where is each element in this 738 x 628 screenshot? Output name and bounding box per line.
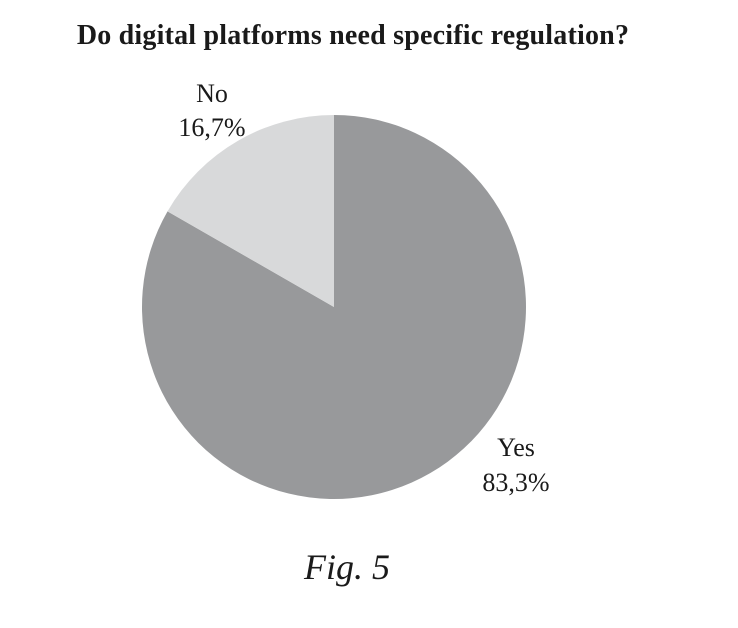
chart-title: Do digital platforms need specific regul… <box>76 20 630 51</box>
figure-caption: Fig. 5 <box>304 547 390 587</box>
slice-value-yes: 83,3% <box>482 468 549 497</box>
pie-slice-no <box>167 115 334 307</box>
slice-value-no: 16,7% <box>178 113 245 142</box>
slice-label-no: No <box>196 79 228 108</box>
slice-label-yes: Yes <box>497 433 535 462</box>
pie-slices <box>142 115 526 499</box>
